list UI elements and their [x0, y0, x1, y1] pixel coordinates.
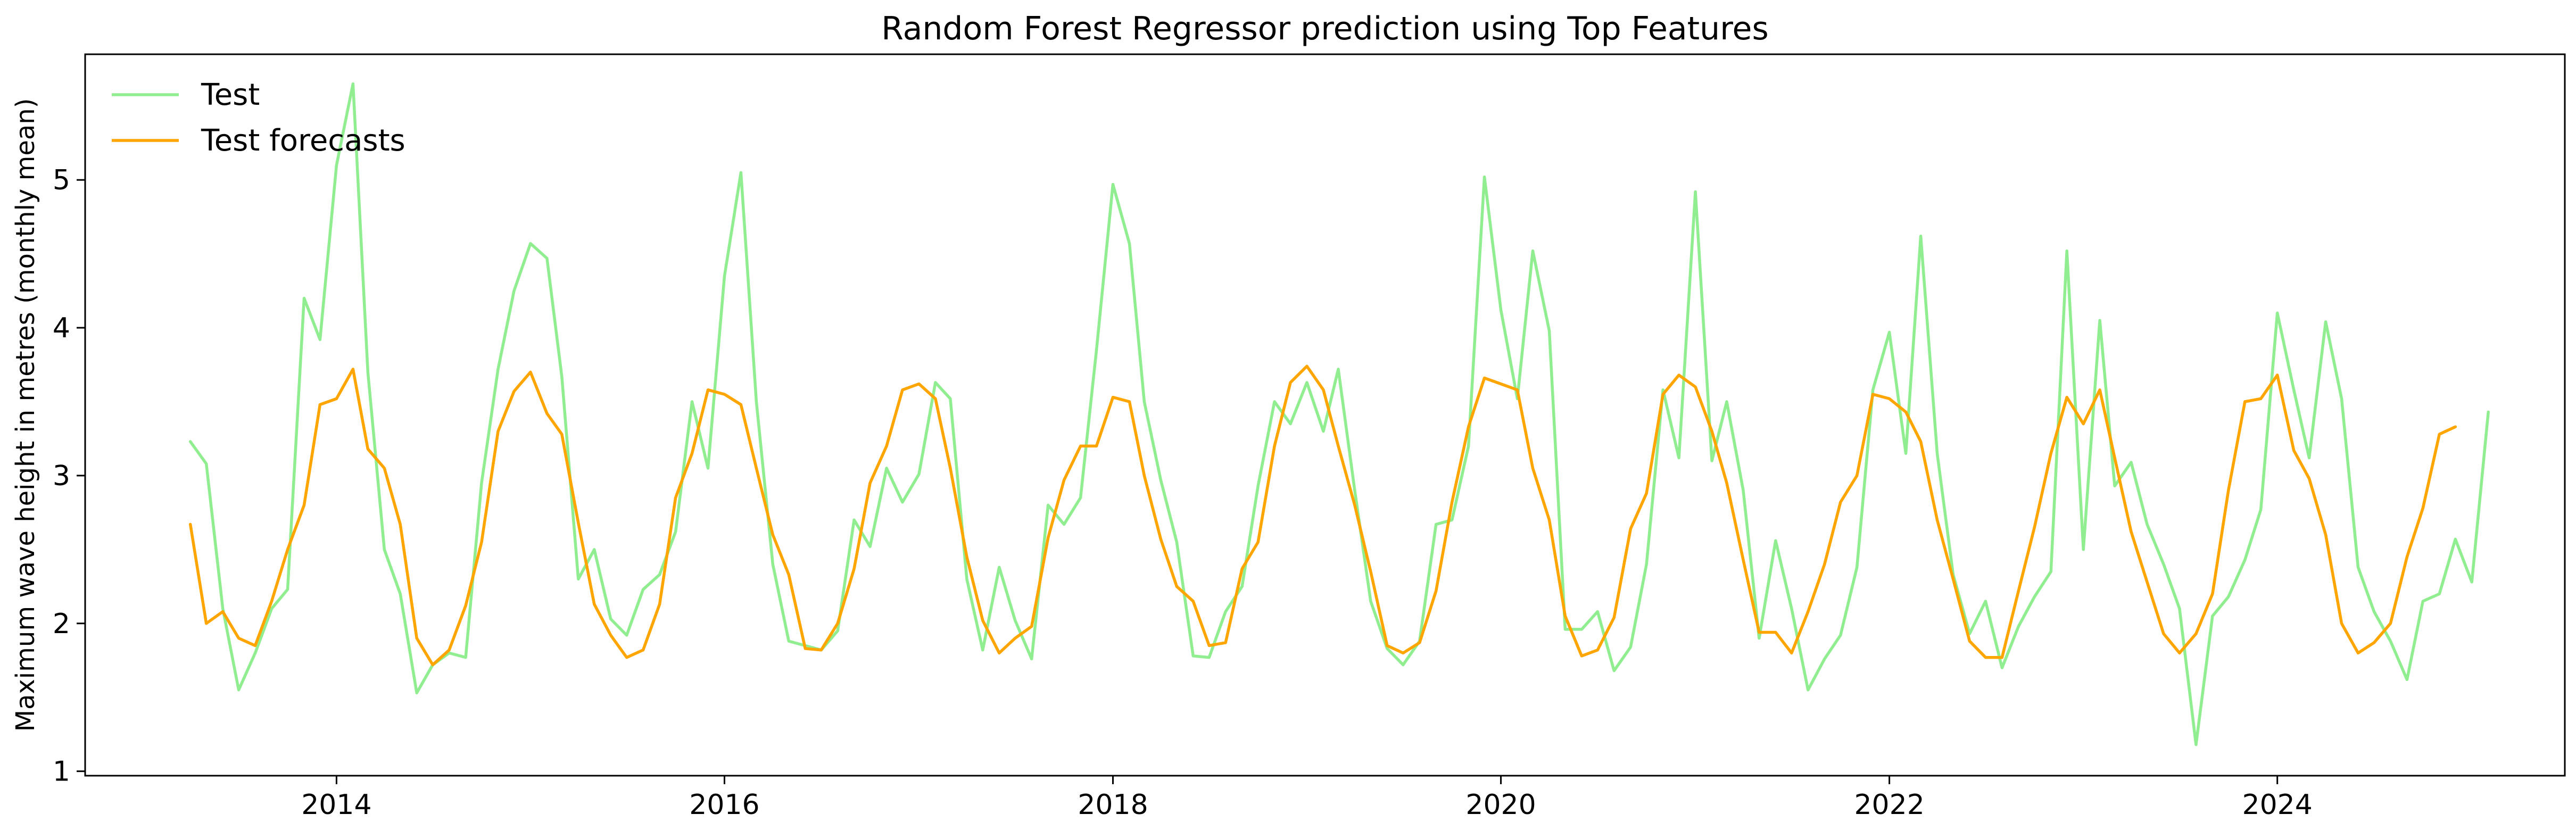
- x-axis: 2014 2016 2018 2020 2022 2024: [301, 776, 2313, 821]
- legend-label: Test: [201, 78, 260, 112]
- legend-label: Test forecasts: [201, 123, 405, 158]
- x-tick-label: 2018: [1078, 789, 1148, 821]
- x-tick-label: 2014: [301, 789, 371, 821]
- plot-frame: [84, 53, 2566, 777]
- y-tick-label: 4: [53, 312, 70, 344]
- series-line-test-forecasts: [188, 364, 2457, 667]
- plot-background: [85, 54, 2565, 776]
- x-tick-label: 2024: [2242, 789, 2313, 821]
- y-axis-label: Maximum wave height in metres (monthly m…: [11, 98, 40, 732]
- y-axis: 1 2 3 4 5: [53, 164, 85, 788]
- x-tick-label: 2016: [689, 789, 759, 821]
- series-line-test: [188, 82, 2490, 746]
- chart-title: Random Forest Regressor prediction using…: [881, 10, 1768, 47]
- series-layer: [188, 82, 2490, 746]
- y-tick-label: 1: [53, 756, 70, 788]
- y-tick-label: 3: [53, 460, 70, 492]
- x-tick-label: 2022: [1854, 789, 1924, 821]
- y-tick-label: 5: [53, 164, 70, 196]
- legend: Test Test forecasts: [112, 78, 405, 158]
- x-tick-label: 2020: [1465, 789, 1536, 821]
- y-tick-label: 2: [53, 608, 70, 640]
